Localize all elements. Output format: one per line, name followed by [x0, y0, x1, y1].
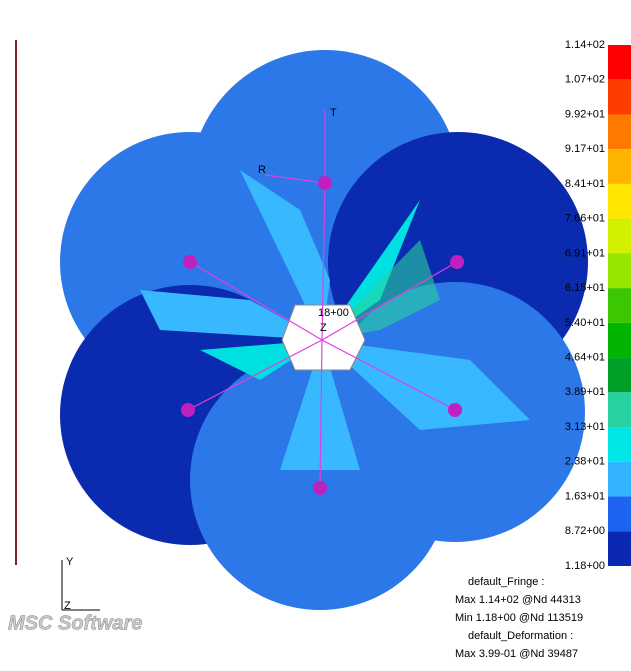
model: 18+00 T R Z [60, 50, 588, 610]
legend-swatch [608, 219, 631, 254]
legend-swatch [608, 288, 631, 323]
center-label: 18+00 [318, 307, 349, 319]
legend-swatch [608, 323, 631, 358]
info: default_Fringe : Max 1.14+02 @Nd 44313 Min… [455, 576, 583, 660]
axis-label: R [258, 164, 266, 176]
legend-label: 6.91+01 [565, 247, 605, 259]
info-line: default_Deformation : [468, 630, 573, 642]
legend-swatch [608, 149, 631, 184]
legend-label: 3.89+01 [565, 386, 605, 398]
legend-label: 1.63+01 [565, 490, 605, 502]
info-line: Max 3.99-01 @Nd 39487 [455, 648, 578, 660]
legend-swatch [608, 114, 631, 149]
legend-swatch [608, 427, 631, 462]
result-view: 18+00 T R Z 1.14+02 1.07+02 9.92+01 9.17+01… [0, 0, 631, 666]
triad-label: Y [66, 556, 74, 568]
legend-label: 8.41+01 [565, 178, 605, 190]
legend-swatch [608, 80, 631, 115]
info-line: default_Fringe : [468, 576, 544, 588]
legend-swatch [608, 497, 631, 532]
legend-swatch [608, 462, 631, 497]
legend-label: 2.38+01 [565, 456, 605, 468]
info-line: Min 1.18+00 @Nd 113519 [455, 612, 583, 624]
legend-swatch [608, 253, 631, 288]
legend-label: 7.66+01 [565, 213, 605, 225]
legend-label: 8.72+00 [565, 525, 605, 537]
legend-swatch [608, 392, 631, 427]
triad-label: Z [64, 600, 71, 612]
legend-swatch [608, 358, 631, 393]
legend-label: 9.17+01 [565, 143, 605, 155]
legend-label: 1.07+02 [565, 74, 605, 86]
legend-label: 1.18+00 [565, 560, 605, 572]
logo: MSC Software [8, 612, 142, 634]
legend-label: 6.15+01 [565, 282, 605, 294]
legend-label: 5.40+01 [565, 317, 605, 329]
legend-label: 1.14+02 [565, 39, 605, 51]
axis-label: T [330, 107, 337, 119]
axis-label: Z [320, 322, 327, 334]
legend-swatch [608, 531, 631, 566]
legend-label: 4.64+01 [565, 352, 605, 364]
legend-label: 9.92+01 [565, 108, 605, 120]
legend-swatch [608, 45, 631, 80]
info-line: Max 1.14+02 @Nd 44313 [455, 594, 581, 606]
legend-label: 3.13+01 [565, 421, 605, 433]
legend-swatch [608, 184, 631, 219]
